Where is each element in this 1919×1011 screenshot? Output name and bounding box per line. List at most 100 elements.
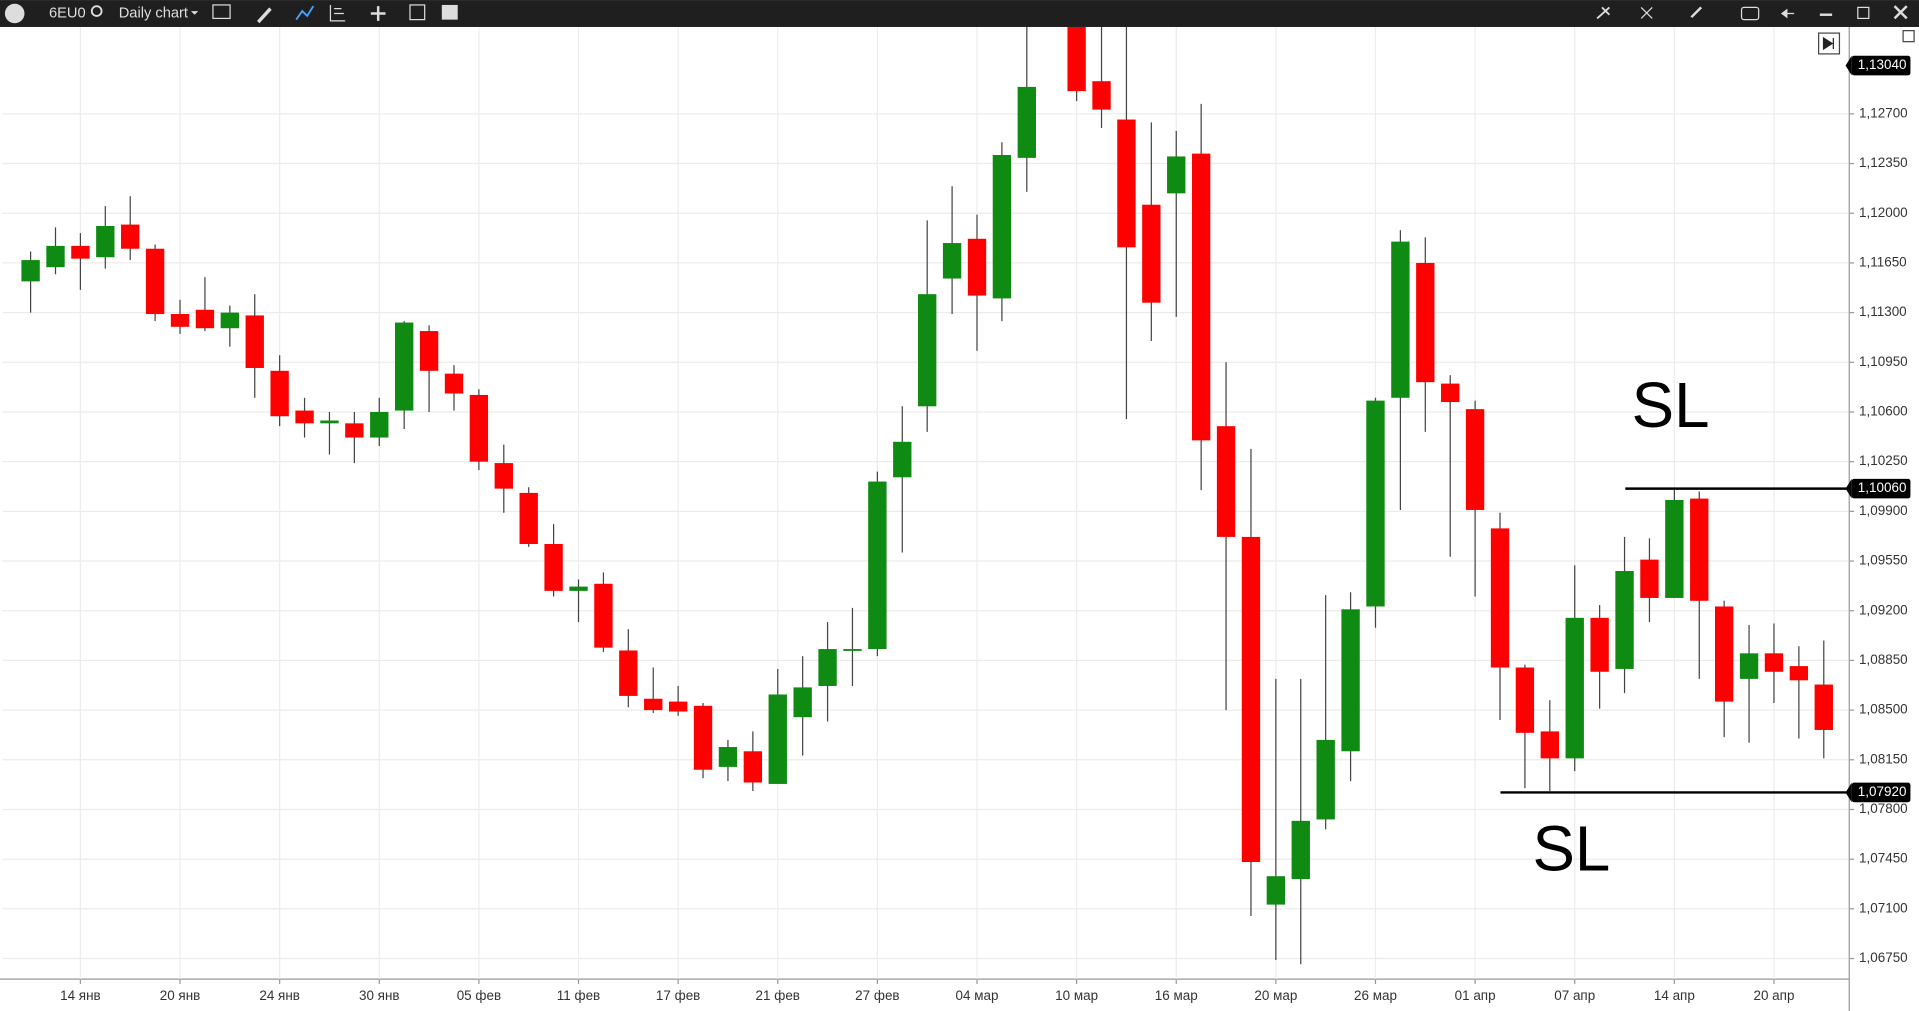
candle-body (1490, 528, 1510, 668)
candle-body (843, 649, 862, 651)
candle-body (668, 701, 688, 712)
y-tick-label: 1,07800 (1859, 801, 1908, 816)
draw-icon[interactable] (257, 7, 272, 24)
candle-body (145, 248, 165, 315)
level-annotation: SL (1533, 813, 1611, 884)
candle-body (245, 315, 264, 368)
x-tick-label: 01 апр (1455, 988, 1496, 1003)
candle-body (345, 423, 364, 438)
window-icon[interactable] (409, 4, 426, 21)
y-tick-label: 1,06750 (1859, 950, 1908, 965)
y-tick-label: 1,07100 (1859, 900, 1908, 915)
candle-body (370, 411, 389, 438)
x-tick-label: 20 мар (1254, 988, 1297, 1003)
x-tick-label: 05 фев (457, 988, 501, 1003)
candle-body (693, 705, 713, 770)
candle-body (494, 463, 513, 489)
x-tick-label: 21 фев (756, 988, 800, 1003)
candle-body (1465, 409, 1485, 510)
candle-body (1291, 820, 1310, 880)
candle-body (1366, 400, 1385, 607)
x-tick-label: 20 янв (160, 988, 201, 1003)
candle-body (1067, 26, 1086, 92)
candle-body (544, 544, 563, 591)
candle-body (1565, 617, 1584, 759)
candle-body (320, 420, 339, 424)
price-tag-label: 1,07920 (1858, 784, 1907, 799)
candle-body (1690, 498, 1709, 601)
link-icon[interactable] (1690, 6, 1703, 19)
candle-body (594, 583, 613, 648)
dropdown-arrow[interactable] (190, 11, 199, 15)
candle-body (1191, 153, 1211, 441)
candle-body (96, 226, 115, 258)
candle-body (992, 155, 1012, 299)
candle-body (1615, 570, 1634, 669)
candle-body (46, 245, 65, 268)
candle-body (1316, 739, 1335, 820)
candle-body (1092, 81, 1111, 110)
tools-icon[interactable] (1596, 6, 1611, 20)
x-tick-label: 20 апр (1753, 988, 1794, 1003)
restore[interactable] (1857, 6, 1870, 20)
candle-body (419, 331, 439, 371)
level-annotation: SL (1632, 370, 1710, 441)
x-tick-label: 11 фев (557, 988, 600, 1003)
logo[interactable] (4, 3, 25, 24)
y-tick-label: 1,09900 (1859, 503, 1908, 518)
search-icon[interactable] (90, 5, 103, 17)
candle-body (394, 322, 414, 411)
candle-body (444, 373, 464, 394)
candle-body (1142, 204, 1161, 303)
y-tick-label: 1,08150 (1859, 751, 1908, 766)
y-tick-label: 1,10600 (1859, 404, 1908, 419)
indicator-icon[interactable] (295, 5, 315, 21)
candles (21, 26, 1833, 965)
candle-body (1764, 653, 1784, 672)
scroll-icon (1822, 36, 1834, 51)
template-icon[interactable] (212, 4, 231, 20)
candle-body (569, 586, 588, 591)
y-tick-label: 1,11650 (1859, 254, 1907, 269)
toolbar-bg (0, 0, 1919, 27)
candle-body (793, 687, 812, 718)
candle-body (121, 224, 140, 249)
overlays: 1,13040 1,10060 SL 1,07920 SL (1500, 55, 1911, 884)
candle-body (270, 370, 289, 417)
candle-body (1640, 559, 1659, 598)
cross-icon[interactable] (1640, 6, 1653, 19)
candle-body (868, 481, 887, 650)
x-tick-label: 27 фев (855, 988, 899, 1003)
symbol[interactable]: 6EU0 (49, 5, 86, 21)
candle-body (1167, 156, 1186, 194)
candle-body (1017, 86, 1036, 158)
x-tick-label: 14 апр (1654, 988, 1695, 1003)
candle-body (893, 441, 912, 478)
price-tag (1851, 55, 1911, 76)
price-tag-label: 1,13040 (1858, 57, 1907, 72)
candle-body (1515, 667, 1535, 733)
price-tag-pointer (1845, 55, 1852, 76)
candle-body (1216, 426, 1236, 537)
candle-body (942, 243, 962, 279)
maximize-pane[interactable] (1902, 30, 1915, 43)
grid: 1,12700 1,12350 1,12000 1,11650 1,11300 1,109… (2, 26, 1908, 1003)
x-tick-label: 10 мар (1055, 988, 1098, 1003)
price-tag-pointer (1845, 478, 1852, 499)
camera-icon[interactable] (1740, 6, 1760, 21)
candle-body (1739, 653, 1759, 679)
pin-icon[interactable] (1780, 8, 1795, 19)
y-tick-label: 1,10950 (1859, 354, 1908, 369)
layout-icon[interactable] (329, 4, 346, 22)
close[interactable] (1893, 5, 1908, 20)
timeframe[interactable]: Daily chart (119, 5, 188, 21)
y-tick-label: 1,08500 (1859, 702, 1908, 717)
candle-body (1590, 617, 1609, 672)
x-tick-label: 26 мар (1354, 988, 1397, 1003)
candle-body (818, 649, 837, 686)
add-icon[interactable] (370, 6, 386, 21)
candle-body (918, 294, 937, 407)
panel-icon[interactable] (441, 4, 458, 20)
candle-body (1266, 876, 1286, 905)
